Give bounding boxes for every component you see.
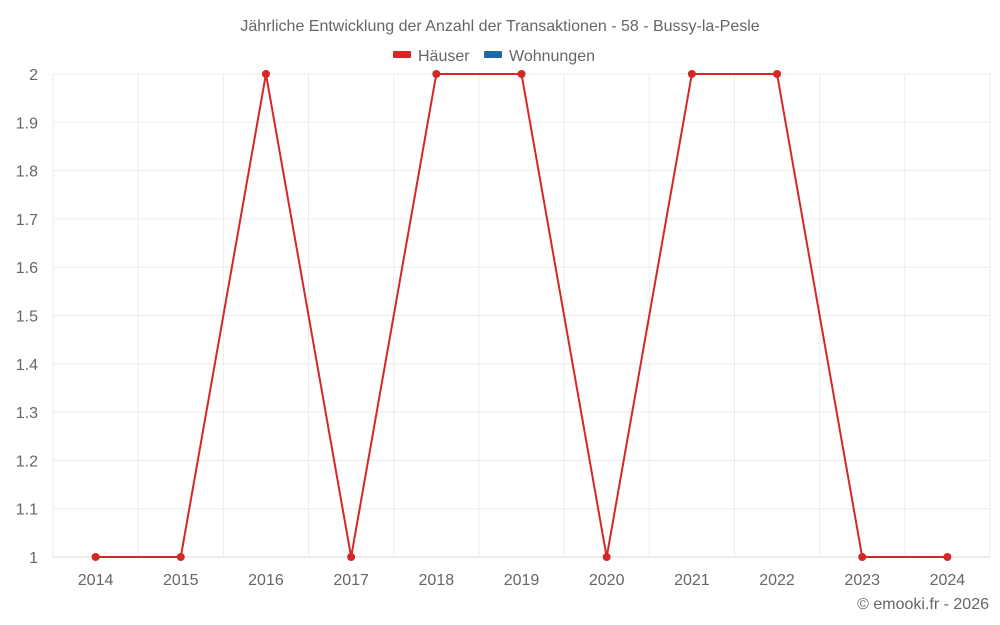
data-point[interactable]	[943, 553, 952, 561]
y-tick-label: 1.9	[16, 115, 38, 132]
data-point[interactable]	[176, 553, 185, 561]
grid	[52, 73, 991, 558]
y-axis: 1 1.1 1.2 1.3 1.4 1.5 1.6 1.7 1.8 1.9 2	[16, 67, 38, 567]
x-tick-label: 2015	[163, 572, 199, 589]
data-point[interactable]	[517, 70, 526, 78]
legend-item-wohnungen[interactable]: Wohnungen	[484, 48, 595, 65]
legend-swatch-haeuser	[393, 51, 411, 58]
legend-label-wohnungen: Wohnungen	[509, 48, 595, 65]
y-tick-label: 1.3	[16, 405, 38, 422]
y-tick-label: 1.2	[16, 453, 38, 470]
y-tick-label: 1.5	[16, 309, 38, 326]
x-tick-label: 2014	[78, 572, 114, 589]
legend: Häuser Wohnungen	[393, 48, 595, 65]
x-tick-label: 2017	[333, 572, 369, 589]
x-tick-label: 2022	[759, 572, 795, 589]
credit-text: © emooki.fr - 2026	[857, 596, 989, 613]
chart-title: Jährliche Entwicklung der Anzahl der Tra…	[240, 18, 759, 35]
data-point[interactable]	[432, 70, 441, 78]
data-point[interactable]	[602, 553, 611, 561]
x-tick-label: 2016	[248, 572, 284, 589]
x-tick-label: 2023	[844, 572, 880, 589]
y-tick-label: 1.8	[16, 164, 38, 181]
legend-swatch-wohnungen	[484, 51, 502, 58]
y-tick-label: 1.4	[16, 357, 38, 374]
legend-label-haeuser: Häuser	[418, 48, 470, 65]
series-haeuser	[91, 70, 952, 561]
x-tick-label: 2024	[930, 572, 966, 589]
y-tick-label: 1.6	[16, 260, 38, 277]
data-point[interactable]	[773, 70, 782, 78]
data-point[interactable]	[858, 553, 867, 561]
y-tick-label: 1.7	[16, 212, 38, 229]
x-tick-label: 2019	[504, 572, 540, 589]
x-tick-label: 2018	[419, 572, 455, 589]
y-tick-label: 1	[29, 550, 38, 567]
legend-item-haeuser[interactable]: Häuser	[393, 48, 470, 65]
data-point[interactable]	[687, 70, 696, 78]
data-point[interactable]	[261, 70, 270, 78]
data-point[interactable]	[347, 553, 356, 561]
y-tick-label: 2	[29, 67, 38, 84]
y-tick-label: 1.1	[16, 502, 38, 519]
x-axis: 2014 2015 2016 2017 2018 2019 2020 2021 2022 2023…	[78, 572, 966, 589]
x-tick-label: 2020	[589, 572, 625, 589]
x-tick-label: 2021	[674, 572, 710, 589]
data-point[interactable]	[91, 553, 100, 561]
